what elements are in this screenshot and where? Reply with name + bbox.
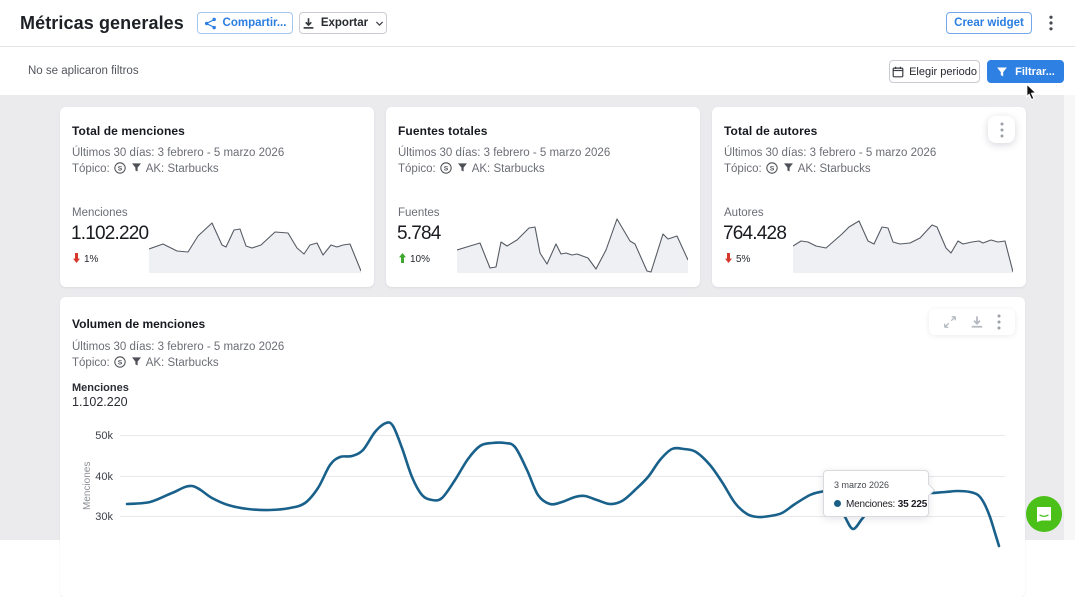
svg-text:S: S (117, 165, 122, 172)
svg-text:S: S (117, 359, 122, 366)
svg-text:S: S (443, 165, 448, 172)
svg-text:S: S (769, 165, 774, 172)
